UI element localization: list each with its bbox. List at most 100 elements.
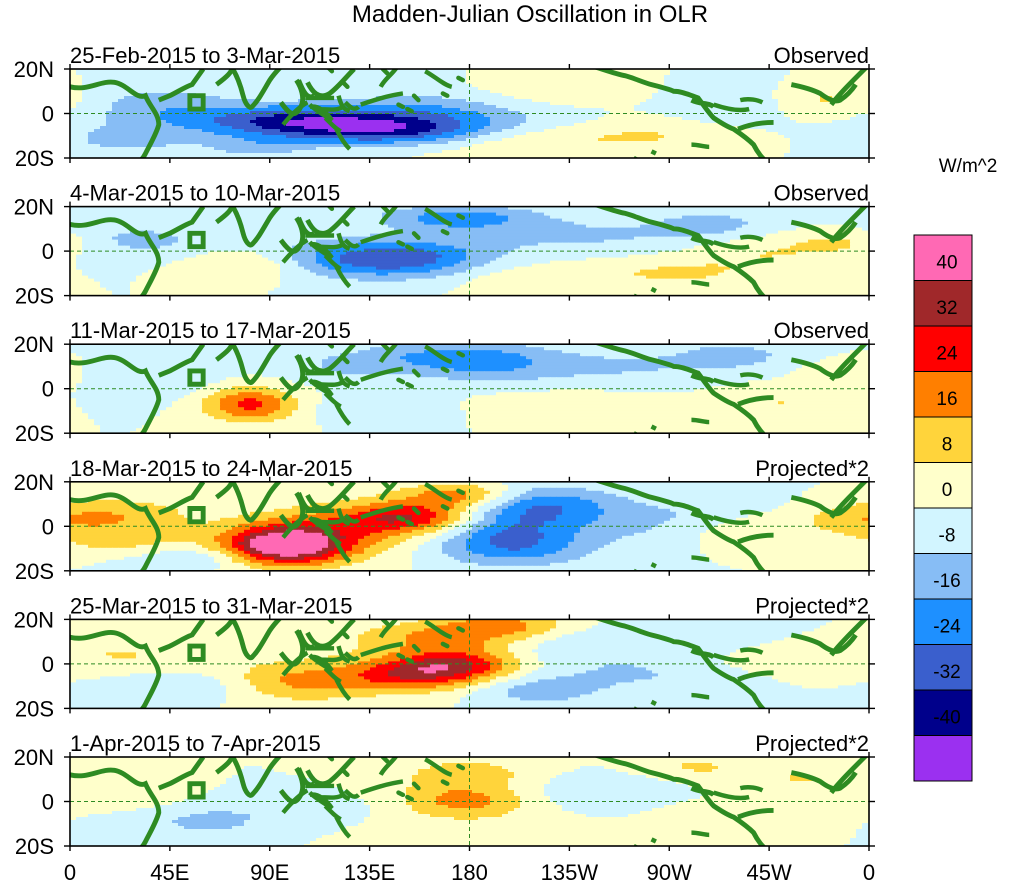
contour-cell (214, 206, 221, 211)
contour-cell (580, 135, 587, 139)
contour-cell (736, 153, 743, 157)
contour-cell (352, 117, 359, 121)
contour-cell (790, 111, 797, 115)
contour-cell (100, 84, 107, 88)
contour-cell (622, 138, 629, 142)
contour-cell (856, 78, 863, 82)
contour-cell (94, 224, 101, 229)
contour-cell (100, 78, 107, 82)
contour-cell (694, 108, 701, 112)
contour-cell (724, 221, 731, 226)
contour-cell (748, 114, 755, 118)
contour-cell (478, 78, 485, 82)
contour-cell (676, 105, 683, 109)
contour-cell (754, 102, 761, 106)
contour-cell (544, 108, 551, 112)
contour-cell (424, 224, 431, 229)
contour-cell (568, 129, 575, 133)
contour-cell (256, 132, 263, 136)
contour-cell (484, 99, 491, 103)
contour-cell (256, 102, 263, 106)
contour-cell (724, 135, 731, 139)
contour-cell (592, 138, 599, 142)
contour-cell (304, 90, 311, 94)
contour-cell (658, 123, 665, 127)
contour-cell (718, 141, 725, 145)
contour-cell (688, 212, 695, 217)
contour-cell (592, 147, 599, 151)
contour-cell (814, 123, 821, 127)
contour-cell (286, 93, 293, 97)
contour-cell (610, 81, 617, 85)
contour-cell (712, 111, 719, 115)
contour-cell (322, 206, 329, 211)
contour-cell (142, 215, 149, 220)
contour-cell (454, 96, 461, 100)
contour-cell (526, 87, 533, 91)
contour-cell (502, 117, 509, 121)
contour-cell (826, 141, 833, 145)
contour-cell (310, 111, 317, 115)
contour-cell (208, 135, 215, 139)
contour-cell (754, 90, 761, 94)
contour-cell (250, 87, 257, 91)
contour-cell (142, 123, 149, 127)
contour-cell (826, 138, 833, 142)
contour-cell (394, 215, 401, 220)
contour-cell (556, 156, 563, 158)
contour-cell (460, 69, 467, 73)
contour-cell (430, 123, 437, 127)
contour-cell (82, 108, 89, 112)
contour-cell (466, 108, 473, 112)
contour-cell (778, 108, 785, 112)
contour-cell (256, 72, 263, 76)
contour-cell (646, 78, 653, 82)
contour-cell (322, 126, 329, 130)
contour-cell (268, 96, 275, 100)
contour-cell (142, 117, 149, 121)
contour-cell (124, 75, 131, 79)
contour-cell (220, 126, 227, 130)
contour-cell (328, 84, 335, 88)
contour-cell (298, 156, 305, 158)
contour-cell (706, 224, 713, 229)
contour-cell (358, 135, 365, 139)
contour-cell (634, 69, 641, 73)
contour-cell (508, 126, 515, 130)
contour-cell (658, 206, 665, 211)
contour-cell (262, 209, 269, 214)
contour-cell (658, 111, 665, 115)
contour-cell (538, 147, 545, 151)
contour-cell (646, 206, 653, 211)
contour-cell (490, 102, 497, 106)
contour-cell (334, 102, 341, 106)
contour-cell (838, 81, 845, 85)
contour-cell (448, 209, 455, 214)
contour-cell (94, 93, 101, 97)
contour-cell (688, 209, 695, 214)
contour-cell (454, 156, 461, 158)
contour-cell (586, 117, 593, 121)
contour-cell (418, 147, 425, 151)
contour-cell (502, 78, 509, 82)
contour-cell (730, 96, 737, 100)
contour-cell (646, 153, 653, 157)
contour-cell (148, 96, 155, 100)
contour-cell (604, 150, 611, 154)
contour-cell (370, 153, 377, 157)
contour-cell (184, 102, 191, 106)
contour-cell (430, 126, 437, 130)
contour-cell (184, 117, 191, 121)
contour-cell (112, 99, 119, 103)
contour-cell (424, 212, 431, 217)
contour-cell (664, 111, 671, 115)
contour-cell (196, 150, 203, 154)
contour-cell (382, 126, 389, 130)
contour-cell (520, 141, 527, 145)
contour-cell (106, 99, 113, 103)
contour-cell (652, 111, 659, 115)
y-tick-label: 0 (42, 102, 54, 127)
contour-cell (700, 206, 707, 211)
contour-cell (394, 212, 401, 217)
contour-cell (118, 215, 125, 220)
